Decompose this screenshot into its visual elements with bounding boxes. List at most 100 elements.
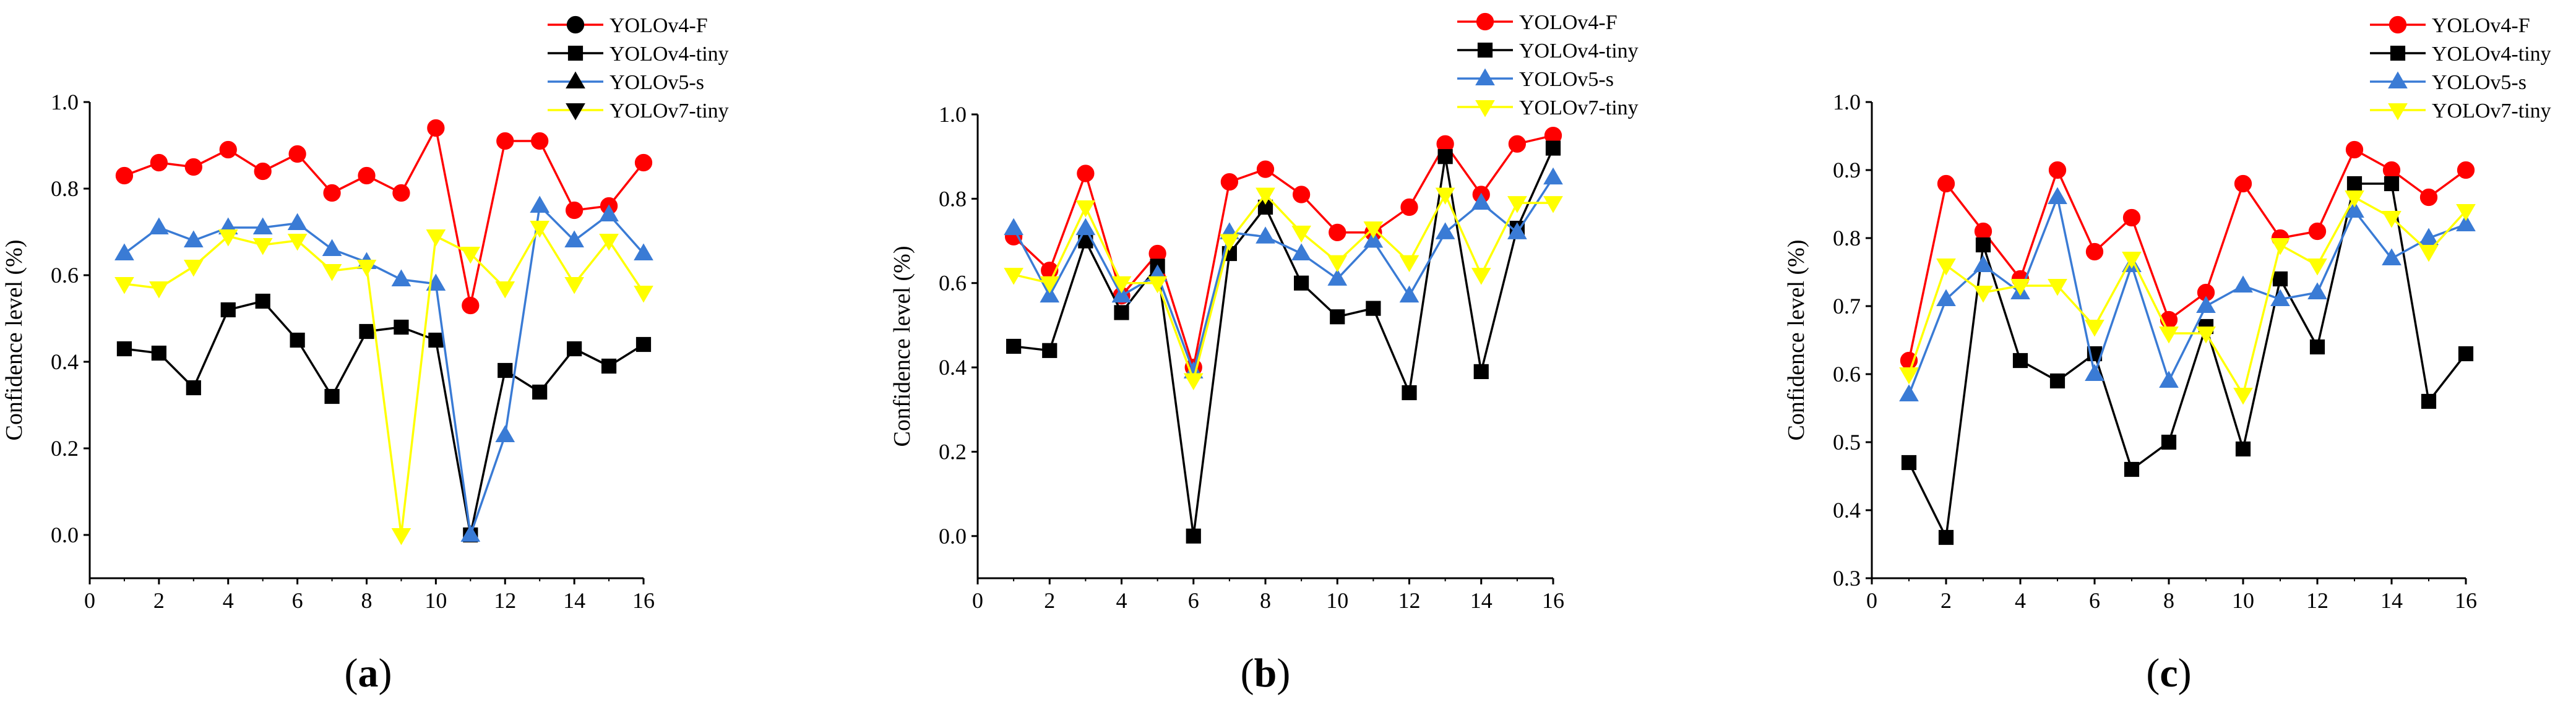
- data-point-yolov5-s: [1291, 243, 1311, 260]
- data-point-yolov4-f: [531, 132, 549, 150]
- legend-label: YOLOv7-tiny: [2432, 100, 2551, 122]
- data-point-yolov5-s: [1004, 218, 1023, 236]
- data-point-yolov7-tiny: [1363, 221, 1384, 239]
- x-tick-label: 12: [1398, 588, 1421, 613]
- x-tick-label: 10: [424, 588, 447, 613]
- data-point-yolov4-tiny: [2272, 271, 2288, 287]
- panel-label: (c): [2146, 651, 2191, 696]
- data-point-yolov7-tiny: [2345, 190, 2364, 208]
- data-point-yolov4-tiny: [359, 323, 374, 340]
- data-point-yolov7-tiny: [252, 238, 273, 255]
- data-point-yolov5-s: [2419, 228, 2439, 245]
- data-point-yolov7-tiny: [495, 281, 515, 299]
- data-point-yolov4-f: [1937, 174, 1955, 193]
- data-point-yolov7-tiny: [2159, 327, 2179, 344]
- x-tick-label: 12: [494, 588, 516, 613]
- x-tick-label: 0: [972, 588, 983, 613]
- data-point-yolov7-tiny: [218, 229, 238, 247]
- data-point-yolov4-f: [2048, 161, 2067, 179]
- data-point-yolov7-tiny: [634, 286, 653, 303]
- data-point-yolov4-tiny: [1901, 455, 1917, 471]
- data-point-yolov5-s: [287, 213, 308, 230]
- data-point-yolov4-f: [565, 201, 584, 220]
- legend-label: YOLOv5-s: [1519, 68, 1614, 91]
- data-point-yolov7-tiny: [322, 264, 342, 281]
- data-point-yolov4-tiny: [567, 341, 582, 357]
- data-point-yolov5-s: [2456, 214, 2476, 231]
- data-point-yolov4-tiny: [1473, 364, 1489, 380]
- legend-label: YOLOv4-tiny: [1519, 40, 1639, 62]
- y-tick-label: 0.8: [939, 186, 967, 211]
- data-point-yolov5-s: [1507, 222, 1527, 239]
- data-point-yolov4-f: [1974, 222, 1992, 241]
- legend-marker: [2390, 45, 2406, 61]
- data-point-yolov4-f: [2382, 161, 2401, 179]
- data-point-yolov5-s: [1327, 268, 1348, 286]
- data-point-yolov4-f: [219, 140, 237, 159]
- data-point-yolov4-f: [2345, 140, 2364, 159]
- legend-marker: [2388, 103, 2408, 121]
- data-point-yolov4-tiny: [1366, 301, 1381, 316]
- data-point-yolov7-tiny: [1040, 276, 1060, 294]
- data-point-yolov7-tiny: [460, 247, 481, 264]
- data-point-yolov4-tiny: [1294, 275, 1309, 291]
- x-tick-label: 2: [1044, 588, 1055, 613]
- data-point-yolov4-tiny: [1545, 140, 1561, 156]
- data-point-yolov7-tiny: [1936, 258, 1956, 276]
- x-tick-label: 4: [223, 588, 234, 613]
- legend-label: YOLOv4-F: [610, 14, 708, 37]
- data-point-yolov4-f: [1400, 198, 1418, 216]
- series-line-yolov5-s: [1012, 177, 1554, 373]
- legend-marker: [566, 71, 585, 88]
- data-point-yolov7-tiny: [2010, 279, 2030, 296]
- legend-item-yolov7-tiny: YOLOv7-tiny: [548, 100, 729, 122]
- panel-label: (a): [345, 651, 392, 696]
- series-yolov4-tiny: [1901, 176, 2474, 545]
- legend-marker: [566, 15, 585, 34]
- y-tick-label: 0.6: [1833, 362, 1861, 387]
- data-point-yolov4-tiny: [1402, 385, 1417, 401]
- data-point-yolov4-tiny: [635, 336, 652, 352]
- series-yolov7-tiny: [1899, 190, 2476, 405]
- data-point-yolov4-f: [392, 184, 410, 202]
- data-point-yolov4-tiny: [532, 384, 548, 400]
- legend-label: YOLOv4-F: [1519, 11, 1618, 34]
- data-point-yolov4-tiny: [1437, 149, 1453, 164]
- x-tick-label: 10: [1326, 588, 1348, 613]
- legend-item-yolov4-tiny: YOLOv4-tiny: [2370, 43, 2551, 66]
- y-tick-label: 0.4: [51, 349, 79, 374]
- data-point-yolov5-s: [391, 269, 411, 286]
- legend-marker: [2389, 15, 2407, 34]
- x-tick-label: 10: [2232, 588, 2254, 613]
- data-point-yolov4-f: [1329, 223, 1346, 242]
- data-point-yolov7-tiny: [2122, 252, 2142, 269]
- panel-b: 0 2 4 6 8 10 12 14 16 0.0 0.2 0.4 0.6 0.8 1.0 Confidenc…: [889, 11, 1639, 696]
- data-point-yolov7-tiny: [2456, 204, 2476, 221]
- data-point-yolov7-tiny: [1111, 276, 1132, 294]
- data-point-yolov4-tiny: [2421, 393, 2437, 409]
- data-point-yolov7-tiny: [2085, 320, 2104, 337]
- y-axis-title: Confidence level (%): [1783, 240, 1809, 441]
- data-point-yolov7-tiny: [1004, 268, 1023, 285]
- data-point-yolov5-s: [1471, 192, 1491, 210]
- data-point-yolov4-tiny: [186, 380, 201, 396]
- y-tick-label: 0.2: [939, 439, 967, 464]
- legend-label: YOLOv4-tiny: [610, 43, 729, 66]
- y-axis-title: Confidence level (%): [1, 240, 27, 441]
- y-tick-label: 0.6: [51, 263, 79, 288]
- data-point-yolov4-tiny: [2346, 176, 2363, 192]
- data-point-yolov5-s: [530, 195, 550, 213]
- series-yolov4-f: [1004, 126, 1562, 377]
- series-yolov5-s: [114, 195, 653, 542]
- data-point-yolov4-tiny: [1938, 529, 1954, 545]
- series-line-yolov5-s: [1908, 196, 2466, 395]
- series-yolov7-tiny: [1004, 187, 1563, 391]
- data-point-yolov7-tiny: [1899, 367, 1919, 385]
- data-point-yolov7-tiny: [1435, 187, 1455, 205]
- data-point-yolov5-s: [322, 239, 342, 256]
- data-point-yolov5-s: [1111, 285, 1132, 303]
- data-point-yolov4-f: [1220, 173, 1239, 191]
- panel-a: 0 2 4 6 8 10 12 14 16 0.0 0.2 0.4 0.6 0.8 1.0 Confidenc…: [1, 14, 729, 696]
- series-line-yolov4-tiny: [124, 300, 644, 536]
- data-point-yolov5-s: [1973, 255, 1993, 272]
